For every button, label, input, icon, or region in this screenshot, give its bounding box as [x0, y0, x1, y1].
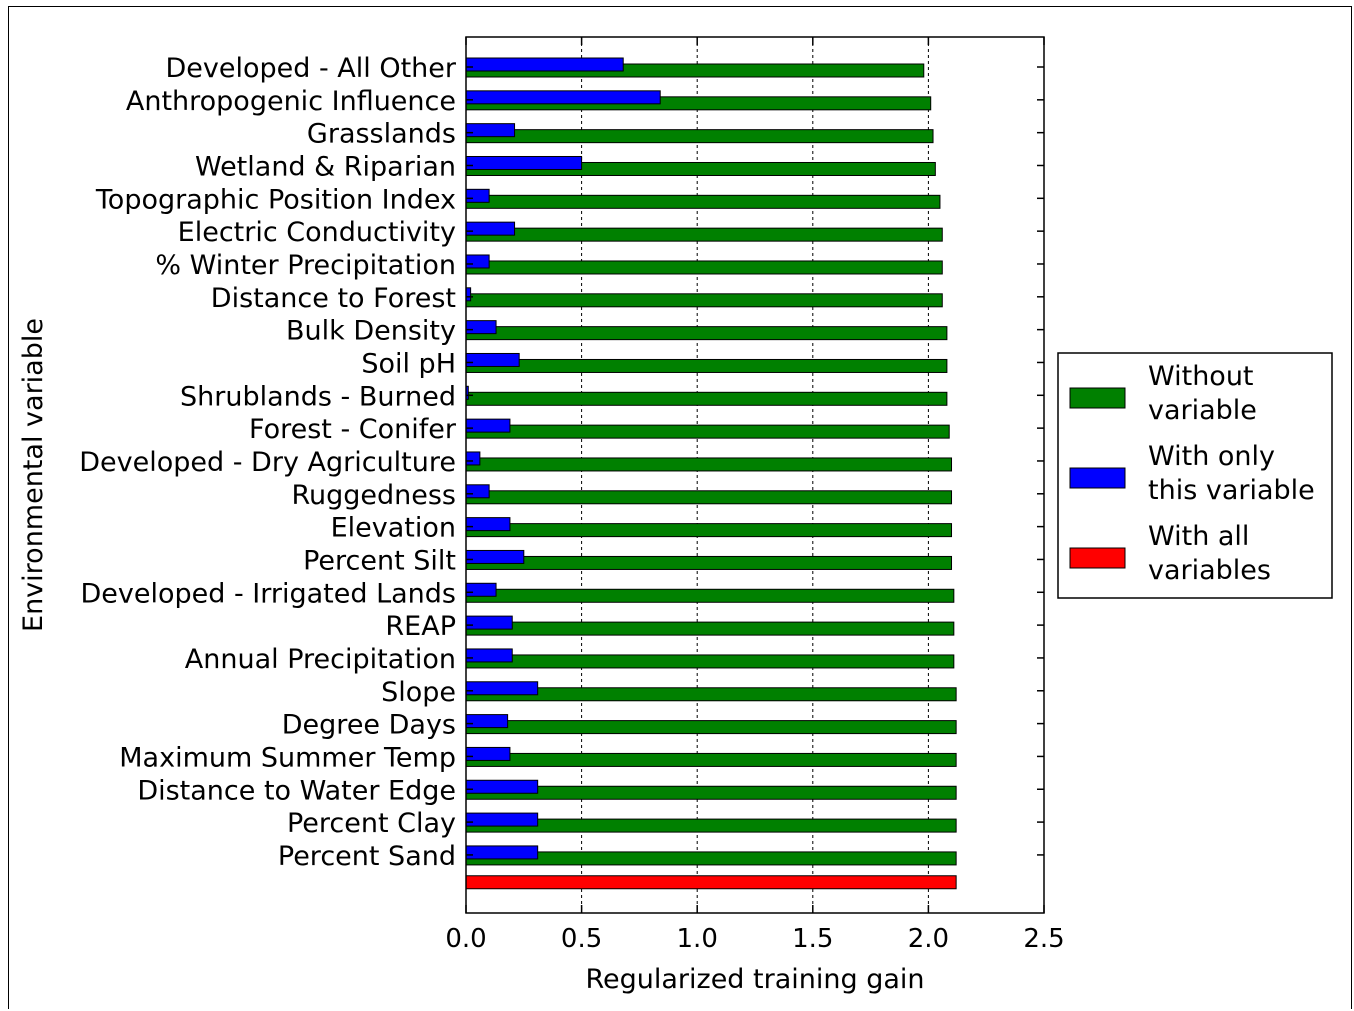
- category-label: % Winter Precipitation: [155, 250, 456, 281]
- category-label: Percent Clay: [287, 808, 456, 839]
- bar-without-variable: [465, 457, 953, 472]
- bar-with-only-variable: [465, 648, 513, 663]
- bar-with-only-variable: [465, 484, 490, 499]
- category-label: Soil pH: [361, 348, 456, 379]
- bar-with-all-variables: [465, 875, 957, 890]
- legend-swatch: [1069, 547, 1126, 569]
- bar-with-only-variable: [465, 582, 497, 597]
- legend-label: With all: [1148, 521, 1249, 552]
- bar-without-variable: [465, 720, 957, 735]
- bar-with-only-variable: [465, 320, 497, 335]
- category-label: Shrublands - Burned: [180, 381, 456, 412]
- x-tick-label: 1.5: [792, 924, 833, 954]
- bar-without-variable: [465, 129, 934, 144]
- category-label: Forest - Conifer: [249, 414, 457, 445]
- figure-frame: [8, 6, 1352, 1009]
- gridlines: [581, 37, 929, 913]
- bar-without-variable: [465, 687, 957, 702]
- x-axis-label: Regularized training gain: [585, 964, 924, 995]
- x-tick-label: 1.0: [677, 924, 718, 954]
- bar-without-variable: [465, 424, 950, 439]
- category-label: REAP: [385, 611, 456, 642]
- x-tick-label: 0.0: [445, 924, 486, 954]
- category-label: Percent Silt: [303, 545, 456, 576]
- category-label: Bulk Density: [286, 316, 456, 347]
- bar-with-only-variable: [465, 254, 490, 269]
- category-label: Anthropogenic Influence: [126, 86, 456, 117]
- bar-without-variable: [465, 260, 943, 275]
- category-label: Electric Conductivity: [178, 217, 456, 248]
- bar-without-variable: [465, 555, 953, 570]
- x-tick-label: 2.0: [908, 924, 949, 954]
- bar-with-only-variable: [465, 517, 511, 532]
- bar-without-variable: [465, 851, 957, 866]
- category-label: Elevation: [331, 513, 456, 544]
- plot-area: [465, 36, 1045, 914]
- legend-swatch: [1069, 387, 1126, 409]
- bar-with-only-variable: [465, 451, 481, 466]
- category-label: Slope: [381, 677, 456, 708]
- category-label: Annual Precipitation: [185, 644, 456, 675]
- bar-with-only-variable: [465, 90, 661, 105]
- bar-without-variable: [465, 358, 948, 373]
- bar-with-only-variable: [465, 418, 511, 433]
- category-label: Topographic Position Index: [95, 184, 456, 215]
- bar-with-only-variable: [465, 812, 539, 827]
- legend-label: Without: [1148, 361, 1254, 392]
- bar-with-only-variable: [465, 549, 525, 564]
- bar-without-variable: [465, 490, 953, 505]
- bars: [465, 57, 957, 890]
- category-label: Developed - Dry Agriculture: [79, 447, 456, 478]
- category-label: Wetland & Riparian: [195, 151, 456, 182]
- category-label: Percent Sand: [278, 841, 456, 872]
- category-label: Ruggedness: [291, 480, 456, 511]
- category-label: Developed - All Other: [165, 53, 456, 84]
- legend-label: this variable: [1148, 475, 1315, 506]
- bar-with-only-variable: [465, 352, 520, 367]
- bar-with-only-variable: [465, 221, 516, 236]
- bar-without-variable: [465, 752, 957, 767]
- bar-with-only-variable: [465, 681, 539, 696]
- bar-with-only-variable: [465, 188, 490, 203]
- bar-without-variable: [465, 293, 943, 308]
- y-axis-label: Environmental variable: [18, 318, 49, 632]
- x-tick-label: 2.5: [1023, 924, 1064, 954]
- bar-without-variable: [465, 654, 955, 669]
- bar-with-only-variable: [465, 123, 516, 138]
- bar-with-only-variable: [465, 714, 509, 729]
- bar-with-only-variable: [465, 779, 539, 794]
- category-label: Maximum Summer Temp: [119, 742, 456, 773]
- category-label: Developed - Irrigated Lands: [80, 578, 456, 609]
- bar-without-variable: [465, 326, 948, 341]
- bar-without-variable: [465, 785, 957, 800]
- bar-without-variable: [465, 621, 955, 636]
- category-label: Distance to Water Edge: [137, 775, 456, 806]
- bar-with-only-variable: [465, 615, 513, 630]
- bar-with-only-variable: [465, 155, 583, 170]
- bar-without-variable: [465, 818, 957, 833]
- bar-without-variable: [465, 523, 953, 538]
- bar-with-only-variable: [465, 845, 539, 860]
- category-label: Grasslands: [307, 119, 456, 150]
- category-label: Distance to Forest: [211, 283, 456, 314]
- bar-without-variable: [465, 194, 941, 209]
- bar-without-variable: [465, 227, 943, 242]
- bar-without-variable: [465, 588, 955, 603]
- category-label: Degree Days: [282, 710, 456, 741]
- legend-label: variables: [1148, 555, 1271, 586]
- legend-label: With only: [1148, 441, 1275, 472]
- bar-with-only-variable: [465, 57, 624, 72]
- bar-with-only-variable: [465, 746, 511, 761]
- bar-without-variable: [465, 391, 948, 406]
- axis-ticks: 0.0 0.5 1.0 1.5 2.0 2.5: [445, 37, 1065, 954]
- legend-label: variable: [1148, 395, 1257, 426]
- legend-swatch: [1069, 467, 1126, 489]
- x-tick-label: 0.5: [561, 924, 602, 954]
